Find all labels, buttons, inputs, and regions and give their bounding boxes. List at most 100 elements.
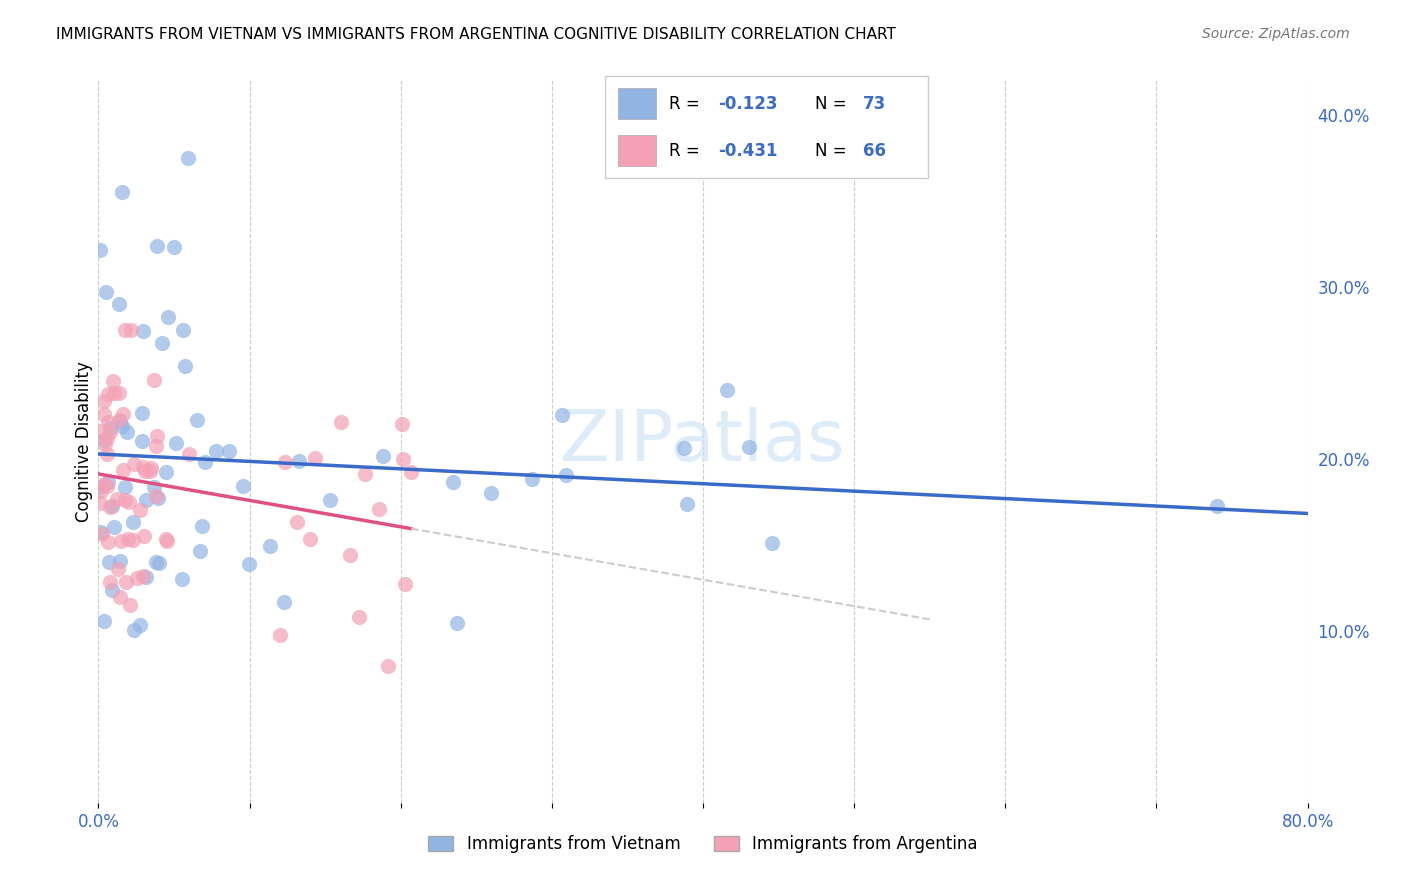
- Point: [232, 479, 254, 493]
- Point: [761, 536, 783, 550]
- Point: [353, 467, 375, 482]
- Point: [89, 496, 111, 510]
- Text: -0.431: -0.431: [718, 142, 778, 160]
- Point: [89, 479, 111, 493]
- Point: [93, 614, 115, 628]
- Point: [142, 373, 165, 387]
- Point: [93, 433, 115, 447]
- Point: [399, 465, 422, 479]
- Point: [299, 533, 322, 547]
- Point: [205, 444, 228, 458]
- Point: [103, 520, 125, 534]
- Point: [145, 239, 167, 253]
- Point: [304, 450, 326, 465]
- Point: [132, 324, 155, 338]
- Point: [148, 557, 170, 571]
- Point: [157, 310, 180, 324]
- Point: [89, 425, 111, 439]
- Point: [394, 577, 416, 591]
- Point: [675, 497, 697, 511]
- Point: [110, 533, 132, 548]
- Point: [101, 374, 124, 388]
- Point: [121, 515, 143, 529]
- Point: [111, 418, 134, 433]
- Point: [112, 407, 135, 421]
- Point: [121, 533, 143, 547]
- Point: [143, 480, 166, 494]
- Point: [105, 492, 128, 507]
- Point: [672, 442, 695, 456]
- Point: [122, 624, 145, 638]
- Point: [273, 595, 295, 609]
- Point: [155, 466, 177, 480]
- Point: [114, 493, 136, 508]
- Point: [479, 486, 502, 500]
- Point: [446, 616, 468, 631]
- Point: [107, 562, 129, 576]
- Point: [131, 434, 153, 448]
- Point: [125, 571, 148, 585]
- Point: [551, 408, 574, 422]
- Y-axis label: Cognitive Disability: Cognitive Disability: [75, 361, 93, 522]
- Point: [522, 472, 544, 486]
- Point: [391, 452, 413, 467]
- Point: [108, 413, 131, 427]
- Point: [132, 569, 155, 583]
- Point: [156, 534, 179, 549]
- Point: [100, 582, 122, 597]
- Text: 66: 66: [863, 142, 886, 160]
- Point: [97, 415, 120, 429]
- Text: R =: R =: [669, 142, 706, 160]
- FancyBboxPatch shape: [605, 76, 928, 178]
- Point: [391, 417, 413, 431]
- Point: [259, 539, 281, 553]
- Point: [91, 527, 114, 541]
- Text: Source: ZipAtlas.com: Source: ZipAtlas.com: [1202, 27, 1350, 41]
- Point: [141, 460, 163, 475]
- Point: [97, 387, 120, 401]
- Point: [103, 386, 125, 401]
- Point: [173, 359, 195, 373]
- Point: [108, 590, 131, 604]
- Bar: [617, 88, 657, 119]
- Point: [716, 384, 738, 398]
- Point: [108, 554, 131, 568]
- Point: [97, 475, 120, 489]
- Point: [285, 515, 308, 529]
- Point: [135, 570, 157, 584]
- Point: [145, 439, 167, 453]
- Text: IMMIGRANTS FROM VIETNAM VS IMMIGRANTS FROM ARGENTINA COGNITIVE DISABILITY CORREL: IMMIGRANTS FROM VIETNAM VS IMMIGRANTS FR…: [56, 27, 896, 42]
- Point: [146, 491, 169, 506]
- Point: [94, 285, 117, 299]
- Point: [377, 659, 399, 673]
- Point: [138, 464, 160, 478]
- Point: [188, 543, 211, 558]
- Point: [89, 244, 111, 258]
- Point: [100, 575, 122, 590]
- Text: ZIPatlas: ZIPatlas: [560, 407, 846, 476]
- Point: [108, 414, 131, 428]
- Point: [329, 415, 352, 429]
- Point: [98, 421, 121, 435]
- Point: [135, 493, 157, 508]
- Point: [101, 499, 124, 513]
- Point: [117, 495, 139, 509]
- Text: N =: N =: [815, 142, 852, 160]
- Point: [120, 323, 142, 337]
- Point: [90, 524, 112, 539]
- Point: [172, 323, 194, 337]
- Point: [108, 297, 131, 311]
- Point: [191, 518, 214, 533]
- Point: [145, 556, 167, 570]
- Point: [186, 412, 208, 426]
- Point: [218, 443, 240, 458]
- Point: [371, 449, 394, 463]
- Point: [129, 503, 152, 517]
- Point: [194, 455, 217, 469]
- Point: [129, 618, 152, 632]
- Text: R =: R =: [669, 95, 706, 112]
- Point: [150, 336, 173, 351]
- Point: [112, 463, 135, 477]
- Point: [318, 493, 340, 508]
- Point: [288, 454, 311, 468]
